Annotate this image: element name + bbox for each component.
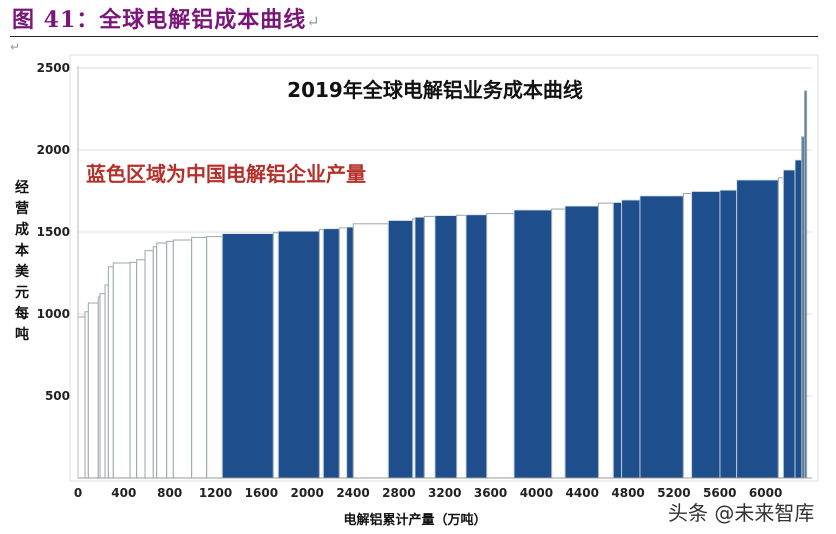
other-segment-bar xyxy=(144,250,154,479)
y-tick-label: 500 xyxy=(45,389,70,403)
y-tick-label: 2500 xyxy=(37,61,70,75)
y-axis-label-char: 经 xyxy=(15,179,29,196)
y-axis-label-char: 营 xyxy=(15,200,29,217)
x-tick-label: 3600 xyxy=(474,486,507,500)
china-segment-bar xyxy=(794,159,803,479)
china-segment-bar xyxy=(782,169,796,479)
y-axis-label-char: 本 xyxy=(15,242,30,259)
other-segment-bar xyxy=(166,240,174,479)
x-tick-label: 1600 xyxy=(245,486,278,500)
china-annotation: 蓝色区域为中国电解铝企业产量 xyxy=(86,162,366,186)
y-tick-label: 1000 xyxy=(37,307,70,321)
x-tick-label: 3200 xyxy=(428,486,461,500)
other-segment-bar xyxy=(777,177,784,479)
other-segment-bar xyxy=(272,232,279,479)
other-segment-bar xyxy=(338,227,348,479)
other-segment-bar xyxy=(682,192,693,479)
china-segment-bar xyxy=(639,195,684,479)
other-segment-bar xyxy=(597,202,614,479)
other-segment-bar xyxy=(152,246,158,479)
china-segment-bar xyxy=(434,215,458,479)
other-segment-bar xyxy=(136,259,146,479)
other-segment-bar xyxy=(352,223,389,479)
other-segment-bar xyxy=(423,215,436,479)
y-axis-label-char: 每 xyxy=(15,305,29,322)
china-segment-bar xyxy=(621,199,641,479)
china-segment-bar xyxy=(346,226,354,479)
return-mark-icon: ↵ xyxy=(306,12,321,31)
x-tick-label: 2000 xyxy=(290,486,323,500)
other-segment-bar xyxy=(206,236,223,479)
y-axis-label-char: 元 xyxy=(15,285,29,301)
china-segment-bar xyxy=(564,205,599,479)
china-segment-bar xyxy=(691,191,721,479)
china-segment-bar xyxy=(277,230,320,479)
china-segment-bar xyxy=(414,216,425,479)
other-segment-bar xyxy=(804,90,808,479)
other-segment-bar xyxy=(107,266,114,479)
y-axis-label-char: 吨 xyxy=(15,326,29,343)
x-tick-label: 1200 xyxy=(199,486,232,500)
other-segment-bar xyxy=(129,261,138,479)
watermark: 头条 @未来智库 xyxy=(668,501,815,525)
other-segment-bar xyxy=(172,239,193,479)
figure-title: 图 41：全球电解铝成本曲线↵ xyxy=(12,7,321,33)
x-tick-label: 5600 xyxy=(703,486,736,500)
other-segment-bar xyxy=(191,236,208,479)
x-tick-label: 800 xyxy=(157,486,182,500)
y-axis-label-char: 美 xyxy=(15,263,30,280)
title-rule xyxy=(10,36,818,37)
china-segment-bar xyxy=(736,179,779,479)
x-tick-label: 400 xyxy=(111,486,136,500)
x-tick-label: 2800 xyxy=(382,486,415,500)
other-segment-bar xyxy=(87,302,99,479)
x-tick-label: 2400 xyxy=(336,486,369,500)
other-segment-bar xyxy=(551,208,566,479)
other-segment-bar xyxy=(112,262,131,479)
china-segment-bar xyxy=(465,214,488,479)
china-segment-bar xyxy=(719,189,738,479)
y-tick-label: 2000 xyxy=(37,143,70,157)
other-segment-bar xyxy=(486,213,515,479)
china-segment-bar xyxy=(322,228,340,479)
china-segment-bar xyxy=(387,220,414,479)
china-segment-bar xyxy=(221,233,274,479)
y-tick-label: 1500 xyxy=(37,225,70,239)
x-tick-label: 4400 xyxy=(566,486,599,500)
other-segment-bar xyxy=(77,316,86,479)
x-tick-label: 6000 xyxy=(749,486,782,500)
x-tick-label: 4000 xyxy=(520,486,553,500)
other-segment-bar xyxy=(456,214,467,479)
chart-title: 2019年全球电解铝业务成本曲线 xyxy=(287,78,583,102)
china-segment-bar xyxy=(513,209,553,479)
other-segment-bar xyxy=(318,229,324,479)
x-axis-label: 电解铝累计产量（万吨） xyxy=(343,512,486,528)
x-tick-label: 4800 xyxy=(611,486,644,500)
china-segment-bar xyxy=(612,202,623,479)
paragraph-mark-icon: ↵ xyxy=(10,40,21,54)
x-tick-label: 0 xyxy=(74,486,82,500)
chart-frame xyxy=(69,54,819,482)
x-tick-label: 5200 xyxy=(657,486,690,500)
other-segment-bar xyxy=(156,242,168,479)
other-segment-bar xyxy=(99,293,106,479)
y-axis-label-char: 成 xyxy=(15,221,29,238)
